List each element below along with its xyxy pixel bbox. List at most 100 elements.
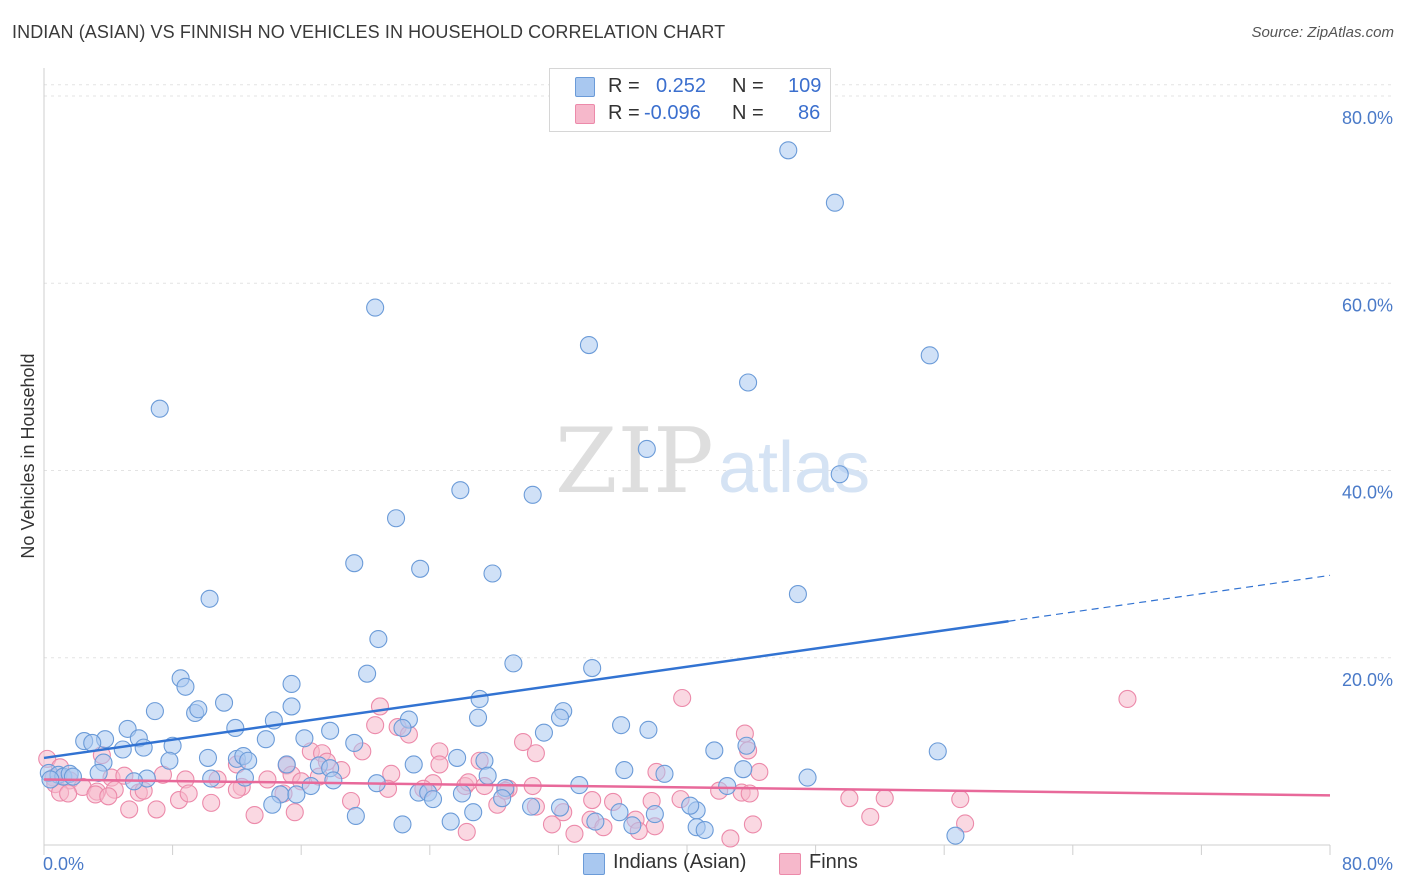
- indians-point: [176, 677, 195, 696]
- indians-point: [369, 629, 388, 649]
- indians-point: [705, 741, 724, 760]
- finns-point: [202, 793, 221, 812]
- finns-point: [457, 822, 476, 841]
- indians-point: [779, 141, 798, 160]
- finns-point: [147, 800, 166, 819]
- indians-point: [345, 733, 364, 752]
- indians-point: [404, 755, 423, 774]
- finns-point: [99, 787, 118, 806]
- indians-point: [150, 399, 169, 418]
- indians-point: [277, 755, 296, 774]
- indians-point: [113, 740, 132, 759]
- indians-point: [523, 485, 542, 504]
- indians-point: [681, 796, 700, 815]
- finns-point: [583, 791, 602, 810]
- indians-point: [358, 664, 377, 683]
- indians-point: [645, 805, 664, 824]
- finns-point: [59, 784, 78, 803]
- indians-point: [282, 697, 301, 716]
- finns-point: [861, 807, 880, 826]
- finns-point: [673, 688, 692, 708]
- indians-point: [189, 700, 208, 719]
- legend-r-value: -0.096: [644, 102, 701, 124]
- indians-point: [586, 812, 605, 831]
- indians-point: [534, 723, 553, 742]
- indians-point: [718, 776, 737, 796]
- indians-point: [825, 193, 844, 212]
- indians-point: [200, 589, 219, 608]
- legend-swatch-pink: [575, 104, 595, 124]
- indians-point: [214, 693, 234, 712]
- finns-point: [341, 791, 361, 811]
- bottom-legend-swatch-pink: [779, 853, 801, 875]
- indians-point: [504, 654, 523, 673]
- gridlines: [44, 84, 1392, 659]
- indians-point: [145, 702, 164, 721]
- legend-r-label: R =: [608, 75, 640, 97]
- indians-point: [579, 335, 598, 355]
- y-tick-label: 80.0%: [1342, 108, 1393, 128]
- indians-point: [160, 751, 179, 770]
- indians-point: [788, 585, 807, 604]
- indians-point: [468, 708, 488, 727]
- bottom-legend-swatch-blue: [583, 853, 605, 875]
- indians-point: [920, 346, 939, 365]
- indians-point: [295, 729, 314, 748]
- indians-point: [470, 689, 489, 708]
- indians-point: [483, 564, 502, 583]
- indians-point: [345, 554, 364, 573]
- indians-point: [655, 764, 674, 783]
- indians-point: [452, 784, 472, 803]
- legend-r-label: R =: [608, 102, 640, 124]
- indians-point: [393, 815, 412, 834]
- finns-point: [1118, 689, 1137, 708]
- axes: [43, 68, 1331, 855]
- indians-point: [239, 751, 258, 770]
- finns-point: [743, 815, 762, 834]
- finns-point: [542, 815, 562, 834]
- y-tick-label: 20.0%: [1342, 670, 1393, 690]
- indians-point: [287, 785, 306, 804]
- indians-point: [637, 439, 656, 459]
- watermark-atlas: atlas: [718, 428, 870, 508]
- indians-point: [615, 761, 634, 780]
- indians-point: [134, 738, 153, 757]
- legend-box: R = 0.252 N = 109 R = -0.096 N = 86: [549, 68, 831, 132]
- indians-point: [451, 481, 470, 500]
- y-tick-label: 60.0%: [1342, 295, 1393, 315]
- finns-point: [120, 800, 139, 819]
- indians-point: [928, 742, 947, 761]
- indians-point: [583, 658, 602, 678]
- bottom-legend-label: Finns: [809, 851, 858, 873]
- indians-point: [830, 465, 849, 484]
- y-axis-label: No Vehicles in Household: [18, 353, 38, 558]
- finns-trend-line: [43, 778, 1331, 797]
- legend-n-label: N =: [732, 75, 764, 97]
- indians-point: [346, 806, 365, 826]
- x-tick-label: 0.0%: [43, 854, 84, 874]
- indians-point: [448, 748, 467, 767]
- indians-point: [946, 826, 965, 845]
- indians-point: [235, 768, 254, 787]
- indians-point: [737, 736, 756, 755]
- indians-point: [734, 760, 753, 779]
- finns-point: [750, 762, 769, 782]
- indians-point: [478, 766, 497, 785]
- legend-n-value: 86: [798, 102, 821, 124]
- x-tick-label: 80.0%: [1342, 854, 1393, 874]
- indians-point: [493, 789, 512, 808]
- legend-swatch-blue: [575, 77, 595, 97]
- indians-point: [550, 708, 570, 727]
- indians-point: [198, 748, 218, 767]
- indians-point: [522, 797, 541, 816]
- finns-point: [285, 803, 304, 822]
- indians-point: [256, 730, 275, 749]
- indians-point: [202, 769, 221, 788]
- indians-point: [798, 768, 817, 787]
- finns-point: [721, 829, 740, 848]
- finns-point: [526, 744, 545, 763]
- indians-point: [324, 771, 343, 790]
- indians-point: [83, 733, 102, 752]
- indians-point: [610, 803, 629, 822]
